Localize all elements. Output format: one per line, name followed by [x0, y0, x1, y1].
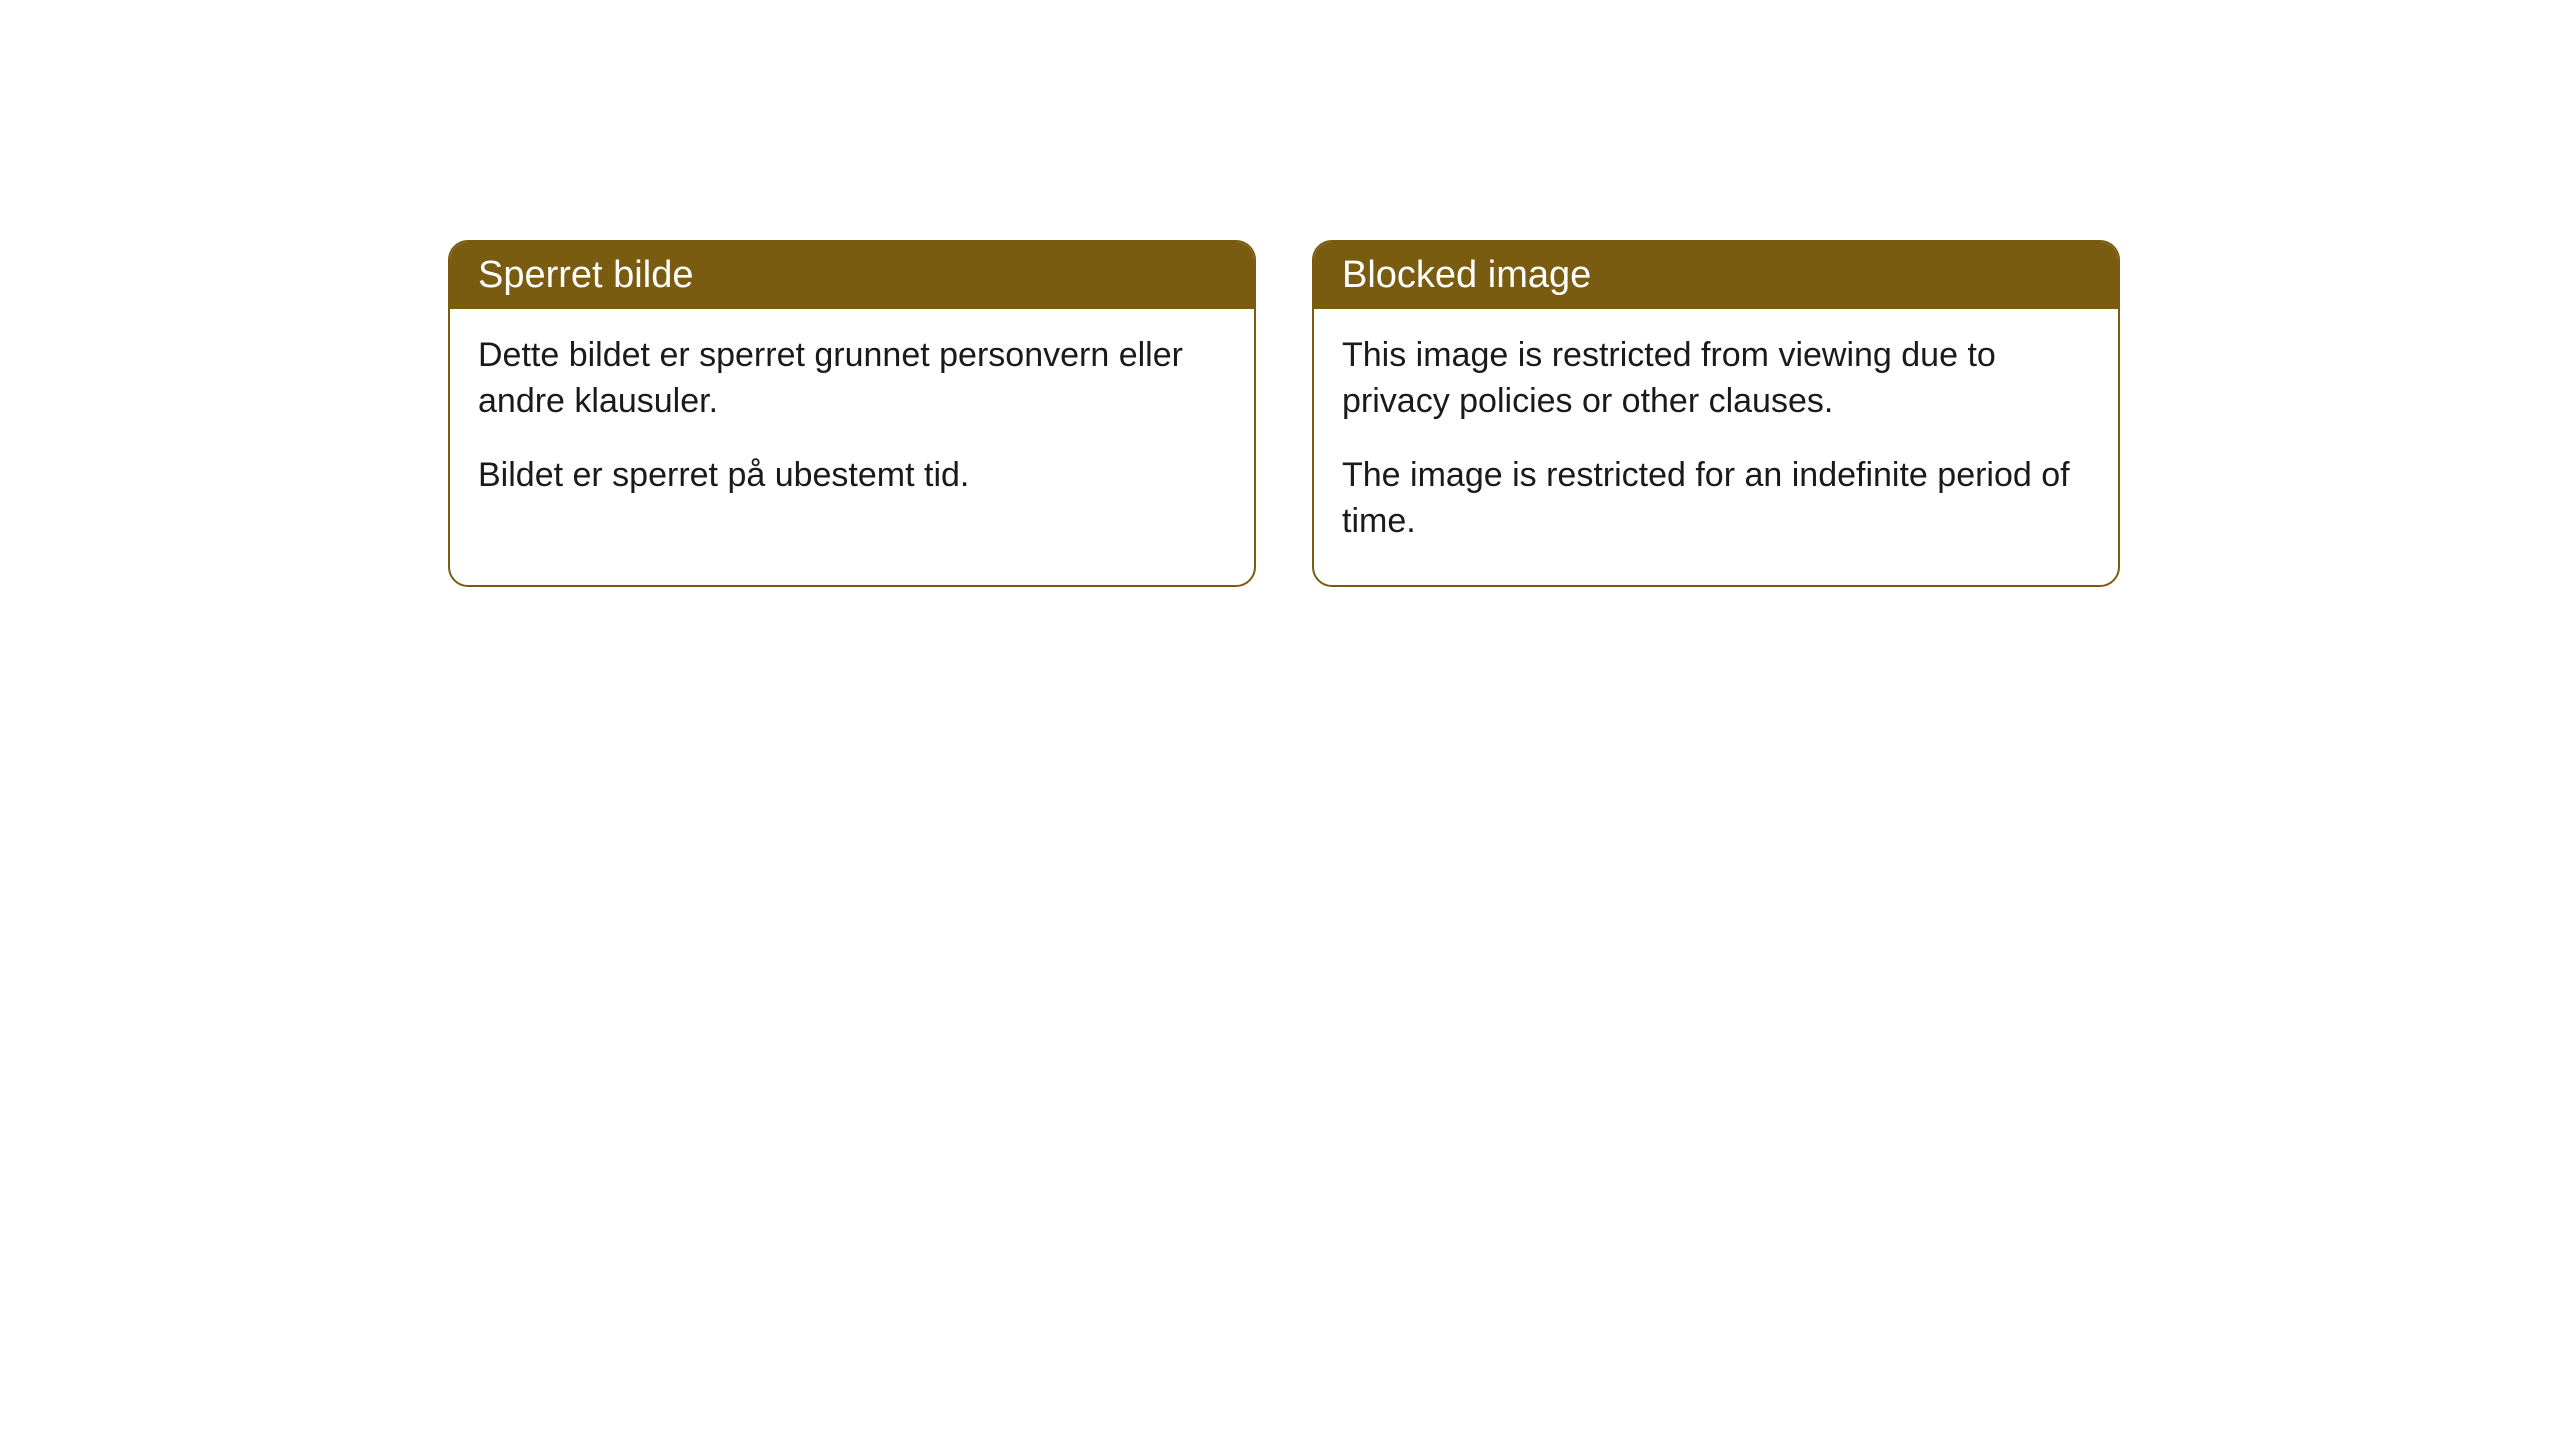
blocked-image-card-en: Blocked image This image is restricted f…	[1312, 240, 2120, 587]
card-text-no-2: Bildet er sperret på ubestemt tid.	[478, 453, 1226, 499]
notice-container: Sperret bilde Dette bildet er sperret gr…	[0, 0, 2560, 587]
card-title-en: Blocked image	[1314, 242, 2118, 309]
card-text-en-1: This image is restricted from viewing du…	[1342, 333, 2090, 425]
card-text-en-2: The image is restricted for an indefinit…	[1342, 453, 2090, 545]
card-body-en: This image is restricted from viewing du…	[1314, 309, 2118, 585]
card-text-no-1: Dette bildet er sperret grunnet personve…	[478, 333, 1226, 425]
card-body-no: Dette bildet er sperret grunnet personve…	[450, 309, 1254, 539]
blocked-image-card-no: Sperret bilde Dette bildet er sperret gr…	[448, 240, 1256, 587]
card-title-no: Sperret bilde	[450, 242, 1254, 309]
